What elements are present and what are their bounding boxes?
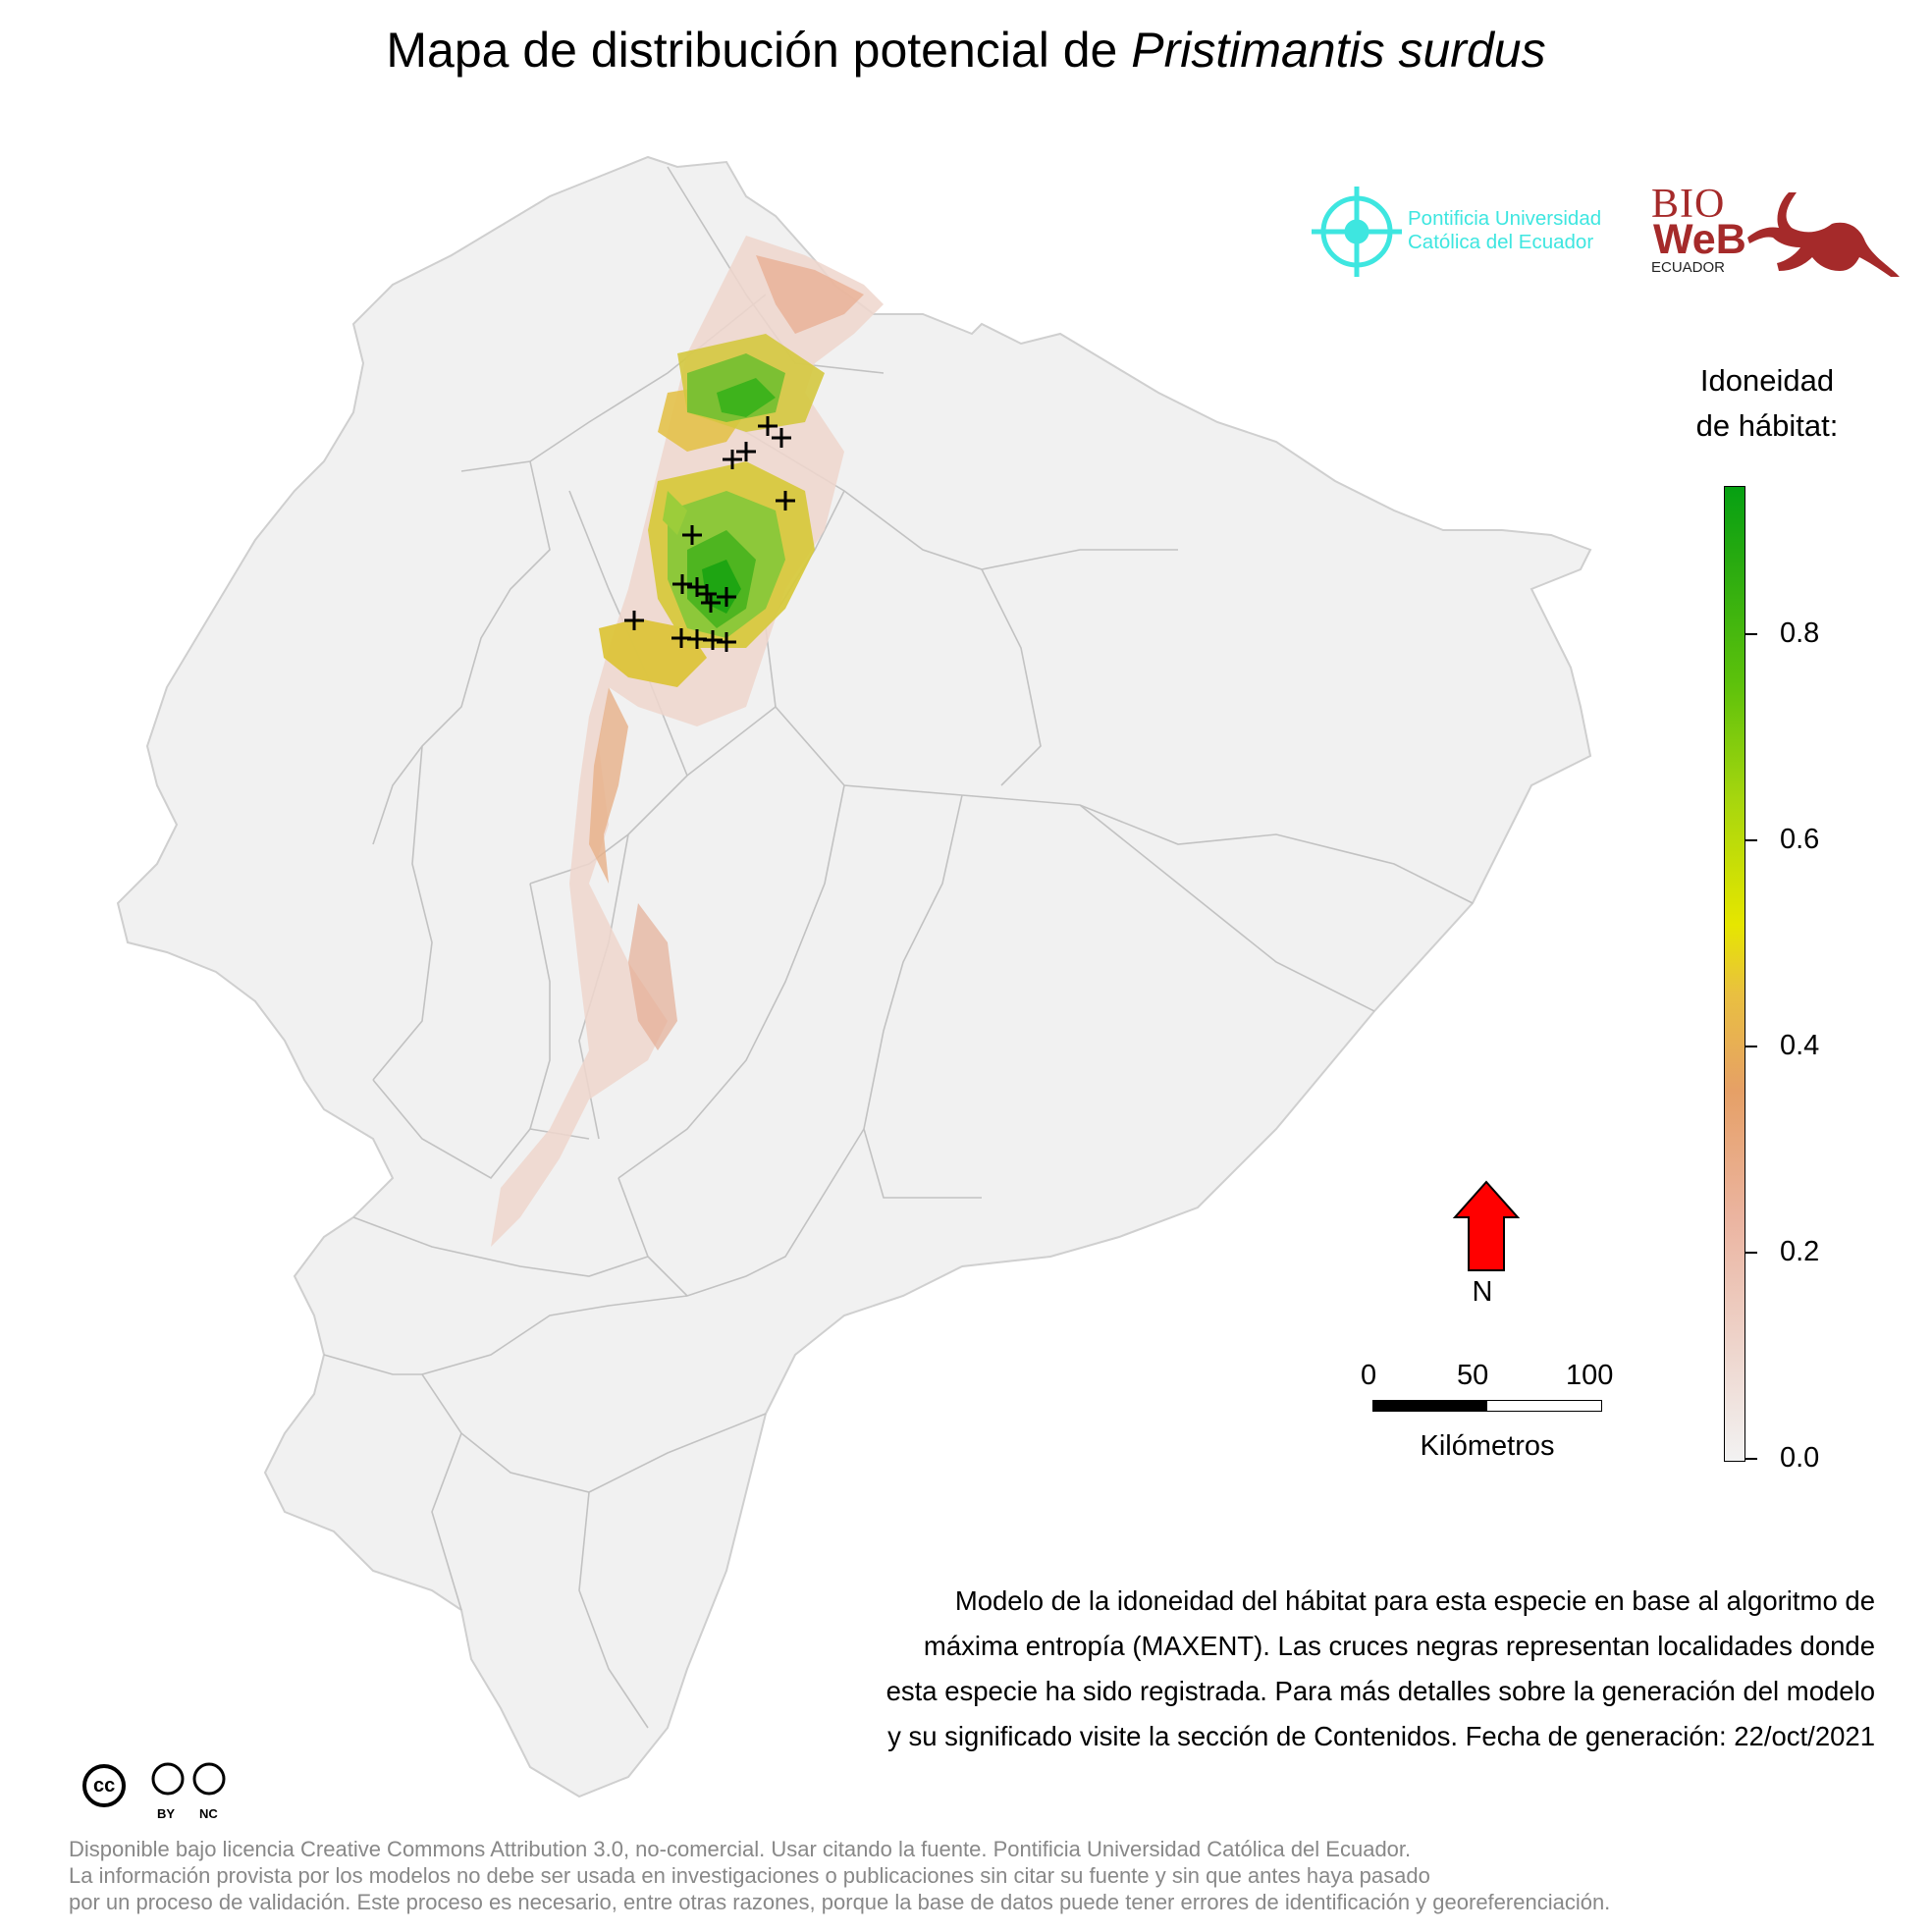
locality-marker <box>682 525 702 545</box>
by-person-icon <box>151 1762 185 1796</box>
scale-bar <box>1372 1400 1602 1412</box>
legend-tick-label: 0.4 <box>1780 1030 1820 1061</box>
locality-marker <box>736 442 756 461</box>
legend-title-line1: Idoneidad <box>1699 363 1835 398</box>
scale-label-50: 50 <box>1457 1360 1489 1391</box>
scale-bar-black-segment <box>1373 1401 1487 1411</box>
cc-label: cc <box>93 1775 116 1797</box>
note-line3: esta especie ha sido registrada. Para má… <box>886 1676 1875 1706</box>
locality-marker <box>723 450 742 469</box>
legend-title-line2: de hábitat: <box>1695 408 1839 443</box>
puce-logo-text: Pontificia Universidad Católica del Ecua… <box>1408 207 1601 254</box>
license-line3: por un proceso de validación. Este proce… <box>69 1890 1611 1914</box>
country-shape <box>116 155 1592 1798</box>
north-label: N <box>1472 1276 1493 1308</box>
locality-marker <box>776 491 795 510</box>
note-line4: y su significado visite la sección de Co… <box>887 1721 1875 1751</box>
map-title: Mapa de distribución potencial de Pristi… <box>0 22 1932 79</box>
north-arrow-icon <box>1452 1180 1521 1271</box>
locality-marker <box>701 593 721 613</box>
cc-nc-label: NC <box>199 1806 218 1821</box>
locality-marker <box>703 630 723 650</box>
suitability-layer <box>491 236 884 1247</box>
locality-markers <box>624 416 795 652</box>
scale-label-100: 100 <box>1566 1360 1614 1391</box>
license-text: Disponible bajo licencia Creative Common… <box>69 1836 1914 1915</box>
bioweb-country: ECUADOR <box>1651 259 1726 276</box>
nc-dollar-icon <box>192 1762 226 1796</box>
model-note: Modelo de la idoneidad del hábitat para … <box>746 1579 1875 1759</box>
legend-tick <box>1745 1252 1757 1254</box>
locality-marker <box>717 632 736 652</box>
scale-unit: Kilómetros <box>1420 1430 1555 1462</box>
province-borders <box>323 166 1474 1729</box>
bioweb-bio: BIO <box>1651 182 1726 227</box>
locality-marker <box>758 416 778 436</box>
legend-title: Idoneidad de hábitat: <box>1659 358 1875 449</box>
license-line2: La información provista por los modelos … <box>69 1863 1430 1888</box>
legend-tick-label: 0.2 <box>1780 1236 1820 1267</box>
bioweb-web: WeB <box>1653 216 1746 263</box>
title-species: Pristimantis surdus <box>1131 23 1546 78</box>
puce-logo-icon <box>1312 187 1402 277</box>
legend-tick-label: 0.8 <box>1780 617 1820 649</box>
title-prefix: Mapa de distribución potencial de <box>386 23 1132 78</box>
locality-marker <box>672 574 692 594</box>
note-line1: Modelo de la idoneidad del hábitat para … <box>954 1585 1875 1616</box>
cc-icon <box>82 1764 126 1807</box>
legend-tick <box>1745 633 1757 635</box>
legend-color-bar <box>1724 486 1745 1462</box>
puce-line1: Pontificia Universidad <box>1408 207 1602 230</box>
locality-marker <box>697 584 717 604</box>
legend-tick <box>1745 1046 1757 1047</box>
locality-marker <box>772 428 791 448</box>
puce-line2: Católica del Ecuador <box>1408 231 1594 253</box>
legend-tick-label: 0.6 <box>1780 824 1820 855</box>
cc-by-label: BY <box>157 1806 176 1821</box>
scale-label-0: 0 <box>1361 1360 1377 1391</box>
locality-marker <box>624 611 644 630</box>
locality-marker <box>717 587 736 607</box>
note-line2: máxima entropía (MAXENT). Las cruces neg… <box>923 1631 1875 1661</box>
legend-tick <box>1745 1458 1757 1460</box>
legend-tick <box>1745 839 1757 841</box>
license-line1: Disponible bajo licencia Creative Common… <box>69 1837 1412 1861</box>
legend-tick-label: 0.0 <box>1780 1442 1820 1474</box>
bioweb-frog-icon <box>1747 192 1900 277</box>
